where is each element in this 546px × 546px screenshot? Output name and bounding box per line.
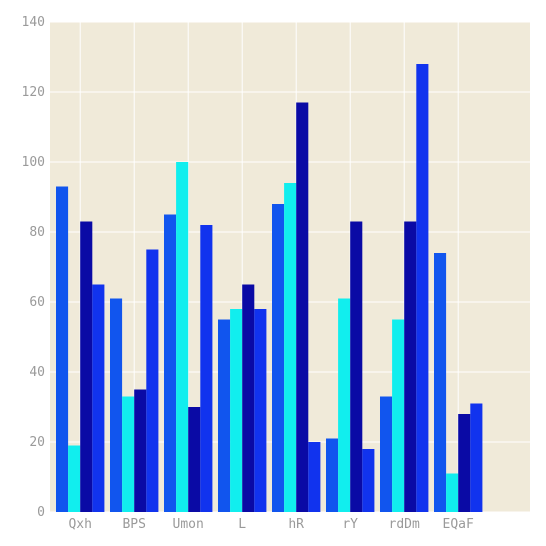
bar-EQaF-series-1 xyxy=(434,253,446,512)
bar-EQaF-series-3 xyxy=(458,414,470,512)
bar-Qxh-series-2 xyxy=(68,446,80,513)
bar-L-series-4 xyxy=(254,309,266,512)
bar-rdDm-series-4 xyxy=(416,64,428,512)
x-tick-label: Qxh xyxy=(68,517,91,532)
bar-hR-series-3 xyxy=(296,103,308,513)
bar-L-series-3 xyxy=(242,285,254,513)
bar-Qxh-series-3 xyxy=(80,222,92,513)
x-tick-label: EQaF xyxy=(443,517,474,532)
y-axis-tick-labels: 0 20 40 60 80 100 120 140 xyxy=(22,15,45,520)
bar-hR-series-2 xyxy=(284,183,296,512)
y-tick-label: 120 xyxy=(22,85,45,100)
bar-Umon-series-1 xyxy=(164,215,176,513)
y-tick-label: 60 xyxy=(29,295,45,310)
bar-L-series-2 xyxy=(230,309,242,512)
bar-BPS-series-2 xyxy=(122,397,134,513)
x-tick-label: L xyxy=(238,517,246,532)
bar-rY-series-2 xyxy=(338,299,350,513)
bar-Umon-series-2 xyxy=(176,162,188,512)
bar-EQaF-series-4 xyxy=(470,404,482,513)
bar-rdDm-series-2 xyxy=(392,320,404,513)
bar-Umon-series-4 xyxy=(200,225,212,512)
x-tick-label: BPS xyxy=(122,517,145,532)
y-tick-label: 40 xyxy=(29,365,45,380)
bar-Qxh-series-1 xyxy=(56,187,68,513)
bar-rdDm-series-1 xyxy=(380,397,392,513)
x-tick-label: rY xyxy=(342,517,358,532)
bar-EQaF-series-2 xyxy=(446,474,458,513)
y-tick-label: 0 xyxy=(37,505,45,520)
y-tick-label: 100 xyxy=(22,155,45,170)
x-tick-label: rdDm xyxy=(389,517,420,532)
bar-Umon-series-3 xyxy=(188,407,200,512)
bar-BPS-series-1 xyxy=(110,299,122,513)
y-tick-label: 140 xyxy=(22,15,45,30)
bar-hR-series-1 xyxy=(272,204,284,512)
y-tick-label: 80 xyxy=(29,225,45,240)
bar-hR-series-4 xyxy=(308,442,320,512)
bar-rdDm-series-3 xyxy=(404,222,416,513)
bar-Qxh-series-4 xyxy=(92,285,104,513)
bar-rY-series-1 xyxy=(326,439,338,513)
bar-BPS-series-4 xyxy=(146,250,158,513)
x-tick-label: hR xyxy=(288,517,304,532)
y-tick-label: 20 xyxy=(29,435,45,450)
bar-BPS-series-3 xyxy=(134,390,146,513)
bar-L-series-1 xyxy=(218,320,230,513)
bar-rY-series-3 xyxy=(350,222,362,513)
x-tick-label: Umon xyxy=(173,517,204,532)
bar-rY-series-4 xyxy=(362,449,374,512)
